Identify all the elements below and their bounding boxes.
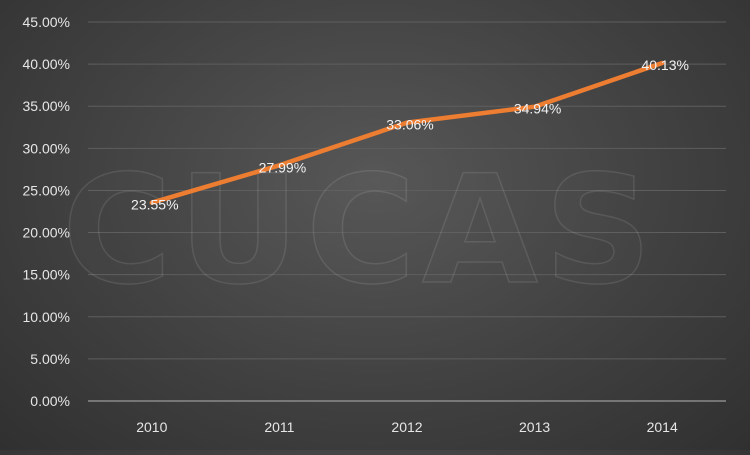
y-tick-label: 35.00% (23, 98, 70, 114)
series-line (149, 60, 665, 205)
y-tick-label: 15.00% (23, 267, 70, 283)
data-label: 27.99% (259, 159, 306, 175)
x-tick-label: 2013 (519, 419, 550, 435)
watermark-text: CUCAS (62, 144, 658, 318)
x-tick-label: 2014 (647, 419, 678, 435)
y-axis: 0.00% 5.00% 10.00% 15.00% 20.00% 25.00% 30.00%… (23, 14, 70, 409)
x-axis: 2010 2011 2012 2013 2014 (88, 400, 726, 435)
y-tick-label: 30.00% (23, 140, 70, 156)
y-tick-label: 40.00% (23, 56, 70, 72)
x-tick-label: 2012 (391, 419, 422, 435)
data-label: 34.94% (514, 101, 561, 117)
data-labels: 23.55% 27.99% 33.06% 34.94% 40.13% (131, 57, 689, 213)
data-label: 40.13% (641, 57, 688, 73)
y-tick-label: 10.00% (23, 309, 70, 325)
series-layer (149, 60, 665, 205)
data-label: 33.06% (386, 117, 433, 133)
y-tick-label: 5.00% (30, 351, 70, 367)
y-tick-label: 0.00% (30, 393, 70, 409)
x-tick-label: 2010 (136, 419, 167, 435)
y-tick-label: 45.00% (23, 14, 70, 30)
y-tick-label: 20.00% (23, 225, 70, 241)
x-tick-label: 2011 (264, 419, 294, 435)
data-label: 23.55% (131, 197, 178, 213)
y-tick-label: 25.00% (23, 182, 70, 198)
